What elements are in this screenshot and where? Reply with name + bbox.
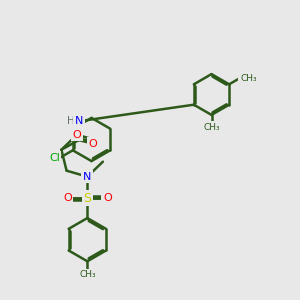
Text: O: O: [89, 139, 98, 149]
Text: N: N: [83, 172, 92, 182]
Text: O: O: [73, 130, 81, 140]
Text: O: O: [63, 193, 72, 203]
Text: Cl: Cl: [49, 153, 60, 163]
Text: CH₃: CH₃: [79, 270, 96, 279]
Text: CH₃: CH₃: [203, 123, 220, 132]
Text: N: N: [75, 116, 83, 126]
Text: CH₃: CH₃: [240, 74, 257, 82]
Text: H: H: [67, 116, 75, 126]
Text: S: S: [83, 192, 91, 205]
Text: O: O: [103, 193, 112, 203]
